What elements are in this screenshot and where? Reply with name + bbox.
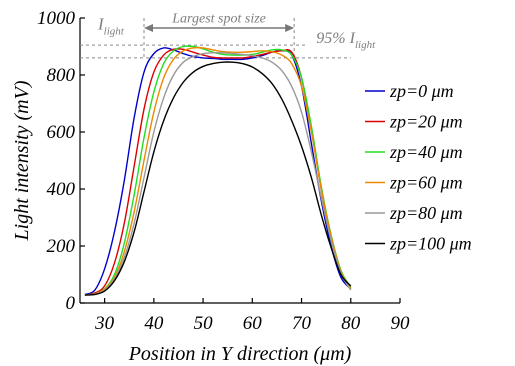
legend-label-3: zp=60 μm xyxy=(389,173,463,193)
y-tick-label: 600 xyxy=(47,122,76,143)
y-tick-label: 0 xyxy=(66,293,76,314)
x-tick-label: 60 xyxy=(243,313,263,334)
legend-label-2: zp=40 μm xyxy=(389,142,463,162)
x-tick-label: 30 xyxy=(94,313,115,334)
series-line-0 xyxy=(84,47,352,296)
spot-size-arrow-right-head xyxy=(285,23,295,32)
y-axis-title: Light intensity (mV) xyxy=(11,80,33,241)
legend-label-4: zp=80 μm xyxy=(389,203,463,223)
legend-label-5: zp=100 μm xyxy=(389,234,472,254)
legend-label-1: zp=20 μm xyxy=(389,112,463,132)
largest-spot-size-label: Largest spot size xyxy=(171,11,266,26)
i-light-label: Ilight xyxy=(97,14,125,37)
legend-label-0: zp=0 μm xyxy=(389,81,454,101)
x-tick-label: 90 xyxy=(391,313,411,334)
x-tick-label: 80 xyxy=(341,313,361,334)
x-tick-label: 40 xyxy=(144,313,164,334)
y-tick-label: 1000 xyxy=(37,8,76,29)
series-line-5 xyxy=(84,61,352,296)
x-axis-title: Position in Y direction (μm) xyxy=(128,343,352,365)
x-tick-label: 70 xyxy=(292,313,312,334)
chart-legend: zp=0 μm zp=20 μm zp=40 μm zp=60 μm zp=80 μm z… xyxy=(365,81,472,254)
series-line-3 xyxy=(84,46,352,296)
y-tick-label: 800 xyxy=(47,65,76,86)
chart-annotations: Largest spot size Ilight 95% Ilight xyxy=(80,11,376,59)
spot-size-arrow-left-head xyxy=(144,23,153,32)
series-line-4 xyxy=(84,51,352,296)
chart-axes: 0 200 400 600 800 1000 30 40 50 60 70 80 90 xyxy=(37,8,410,334)
y-tick-label: 200 xyxy=(47,236,76,257)
ninety-five-percent-label: 95% Ilight xyxy=(316,30,376,51)
chart-series xyxy=(84,45,352,296)
y-tick-label: 400 xyxy=(47,179,76,200)
x-tick-label: 50 xyxy=(194,313,214,334)
series-line-2 xyxy=(84,45,352,296)
